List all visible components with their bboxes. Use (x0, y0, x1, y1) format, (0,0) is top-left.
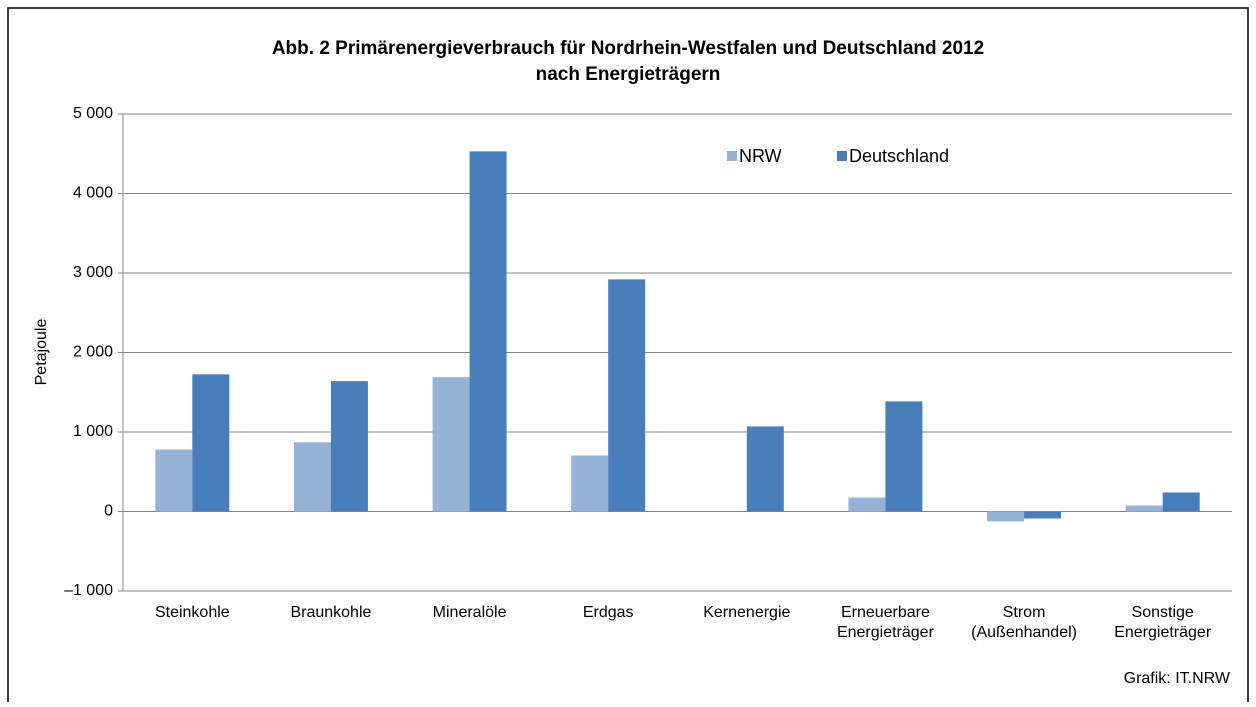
bar (746, 426, 784, 512)
bar (987, 511, 1025, 522)
bar (330, 381, 368, 512)
frame (7, 7, 1249, 702)
bar (293, 442, 331, 512)
y-axis-label: Petajoule (33, 319, 50, 386)
bar (469, 151, 507, 512)
y-tick-label: 2 000 (73, 344, 113, 361)
x-tick-label: Erdgas (583, 604, 634, 621)
x-tick-label: Erneuerbare Energieträger (837, 604, 935, 641)
x-tick-label: Kernenergie (703, 604, 790, 621)
bar (1162, 492, 1200, 512)
legend-swatch (837, 151, 847, 161)
y-tick-label: 0 (104, 503, 113, 520)
bar (155, 449, 193, 512)
legend-label: Deutschland (849, 146, 949, 166)
bar (1125, 505, 1163, 512)
x-tick-label: Braunkohle (290, 604, 371, 621)
x-tick-label: Mineralöle (433, 604, 507, 621)
bar (192, 374, 230, 512)
chart-title: Abb. 2 Primärenergieverbrauch für Nordrh… (272, 38, 984, 59)
x-tick-label: Steinkohle (155, 604, 230, 621)
y-tick-label: –1 000 (64, 582, 113, 599)
legend-label: NRW (739, 146, 782, 166)
bar (432, 377, 470, 512)
y-tick-label: 1 000 (73, 423, 113, 440)
bar (848, 497, 886, 512)
chart-subtitle: nach Energieträgern (536, 64, 721, 85)
y-tick-label: 4 000 (73, 185, 113, 202)
bar (571, 455, 609, 512)
y-tick-label: 3 000 (73, 264, 113, 281)
bar (608, 279, 646, 512)
bar (885, 401, 923, 512)
bar (1024, 511, 1062, 519)
x-tick-label: Strom (Außenhandel) (971, 604, 1077, 641)
y-tick-label: 5 000 (73, 105, 113, 122)
legend-swatch (727, 151, 737, 161)
x-tick-label: Sonstige Energieträger (1114, 604, 1212, 641)
source: Grafik: IT.NRW (1124, 670, 1231, 687)
